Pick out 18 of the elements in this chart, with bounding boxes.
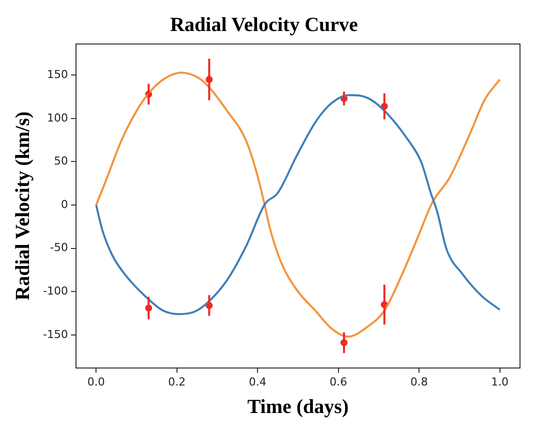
y-tick-label: 0 [60, 198, 68, 211]
x-tick-label: 1.0 [491, 375, 509, 388]
x-tick-label: 0.8 [410, 375, 428, 388]
y-tick-label: 50 [54, 154, 68, 168]
x-axis-title: Time (days) [247, 396, 349, 418]
y-tick-label: -150 [42, 328, 68, 341]
y-tick-label: 100 [46, 111, 68, 124]
x-tick-label: 0.0 [87, 375, 105, 388]
x-tick-label: 0.2 [168, 375, 186, 388]
y-tick-label: 150 [46, 68, 68, 82]
y-tick-label: -100 [42, 284, 68, 298]
y-axis-title: Radial Velocity (km/s) [12, 111, 34, 300]
x-tick-label: 0.6 [330, 375, 348, 388]
line-series [95, 72, 501, 338]
line-series [95, 94, 501, 316]
chart-title: Radial Velocity Curve [170, 14, 358, 36]
x-tick-label: 0.4 [248, 375, 266, 388]
y-tick-label: -50 [50, 241, 68, 254]
